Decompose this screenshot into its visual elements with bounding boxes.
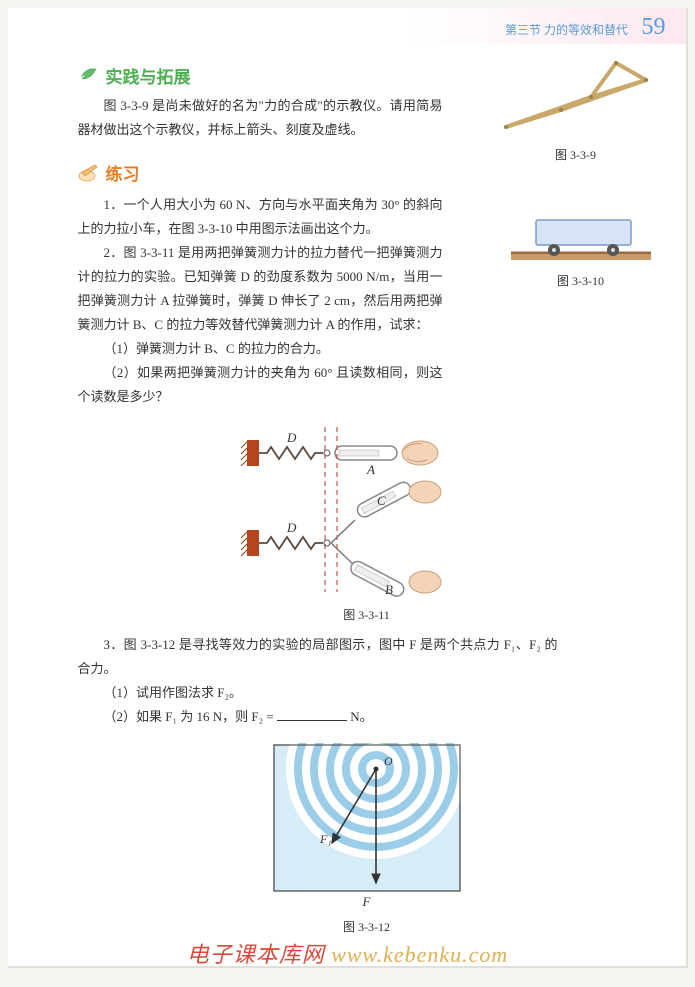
exercise-q3-2: （2）如果 F₁ 为 16 N，则 F₂ = N。 [78, 705, 656, 729]
fig-339-caption: 图 3-3-9 [496, 146, 656, 163]
q3-2-prefix: （2）如果 F₁ 为 16 N，则 F₂ = [104, 709, 278, 724]
concentric-force-diagram: O F₁ [272, 743, 462, 893]
pencil-icon [78, 162, 100, 184]
q3-2-suffix: N。 [347, 709, 373, 724]
exercise-q2: 2．图 3-3-11 是用两把弹簧测力计的拉力替代一把弹簧测力计的拉力的实验。已… [78, 241, 443, 337]
leaf-icon [78, 65, 100, 87]
practice-text: 图 3-3-9 是尚未做好的名为"力的合成"的示教仪。请用简易器材做出这个示教仪… [78, 94, 443, 142]
page: 第三节 力的等效和替代 59 实践与拓展 [8, 8, 688, 968]
answer-blank [277, 708, 347, 721]
svg-text:C: C [377, 493, 386, 508]
exercise-title: 练习 [106, 165, 140, 184]
svg-text:D: D [286, 520, 297, 535]
figure-3-3-12: O F₁ F 图 3-3-12 [78, 743, 656, 935]
exercise-q2-1: （1）弹簧测力计 B、C 的拉力的合力。 [78, 337, 443, 361]
parallelogram-diagram [496, 55, 656, 137]
section-label: 第三节 力的等效和替代 [505, 23, 628, 37]
watermark-url: www.kebenku.com [325, 942, 509, 967]
figure-3-3-9: 图 3-3-9 [496, 55, 656, 163]
f-label: F [78, 894, 656, 910]
exercise-q2-2: （2）如果两把弹簧测力计的夹角为 60° 且读数相同，则这个读数是多少？ [78, 361, 443, 409]
cart-diagram [506, 208, 656, 263]
exercise-section-header: 练习 [78, 160, 656, 185]
svg-text:F₁: F₁ [319, 832, 332, 846]
svg-text:B: B [385, 582, 393, 597]
svg-text:D: D [286, 430, 297, 445]
page-number: 59 [642, 14, 666, 40]
fig-3312-caption: 图 3-3-12 [78, 918, 656, 935]
spring-experiment-diagram: D A D [237, 422, 497, 597]
exercise-q3-1: （1）试用作图法求 F₂。 [78, 681, 656, 705]
watermark-site: 电子课本库网 [187, 942, 325, 967]
svg-text:O: O [384, 754, 393, 768]
figure-3-3-11: D A D [78, 422, 656, 623]
page-header: 第三节 力的等效和替代 59 [505, 14, 666, 41]
svg-text:A: A [366, 462, 375, 477]
figure-3-3-10: 图 3-3-10 [506, 208, 656, 289]
exercise-q1: 1．一个人用大小为 60 N、方向与水平面夹角为 30° 的斜向上的力拉小车，在… [78, 193, 443, 241]
fig-3311-caption: 图 3-3-11 [78, 606, 656, 623]
practice-title: 实践与拓展 [106, 68, 191, 87]
watermark: 电子课本库网 www.kebenku.com [0, 937, 695, 969]
exercise-q3: 3．图 3-3-12 是寻找等效力的实验的局部图示，图中 F 是两个共点力 F₁… [78, 633, 558, 681]
fig-3310-caption: 图 3-3-10 [506, 272, 656, 289]
content-area: 实践与拓展 图 3-3-9 [78, 63, 656, 945]
